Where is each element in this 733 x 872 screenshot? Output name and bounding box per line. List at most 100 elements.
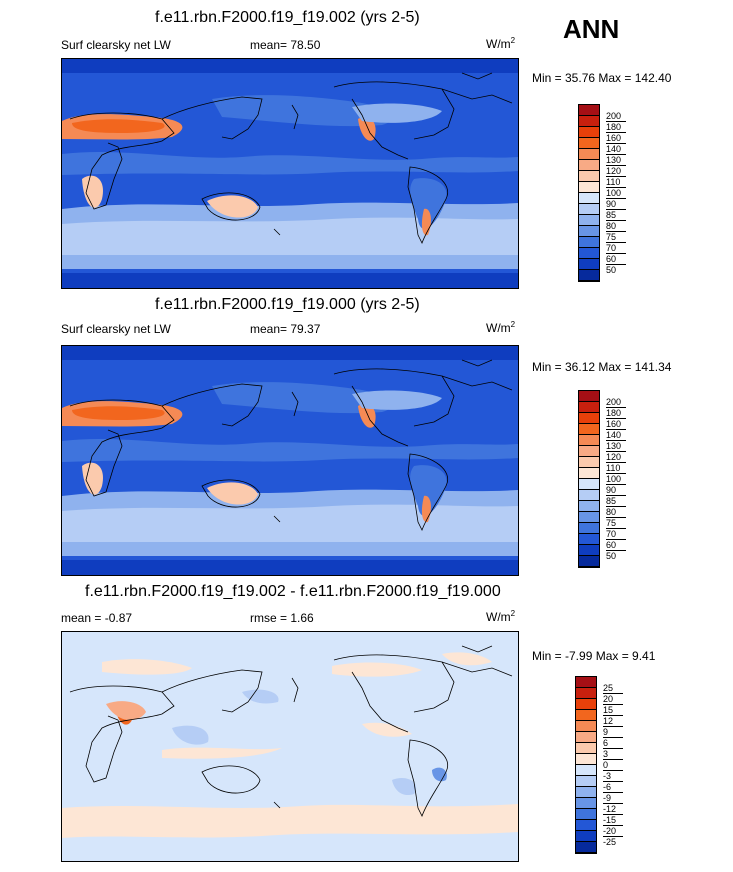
panel3-colorbar-swatch bbox=[576, 721, 596, 732]
panel3-colorbar-tick: -20 bbox=[603, 826, 623, 837]
panel2-colorbar: 200 180 160 140 130 120 110 100 90 85 80… bbox=[578, 390, 626, 568]
panel1-colorbar-tick: 60 bbox=[606, 254, 626, 265]
panel1-colorbar-swatch bbox=[579, 171, 599, 182]
panel2-colorbar-tick: 85 bbox=[606, 496, 626, 507]
panel1-colorbar-swatch bbox=[579, 259, 599, 270]
panel2-colorbar-swatch bbox=[579, 468, 599, 479]
panel2-colorbar-tick: 200 bbox=[606, 397, 626, 408]
panel2-colorbar-swatch bbox=[579, 545, 599, 556]
panel3-colorbar-tick: 0 bbox=[603, 760, 623, 771]
panel3-colorbar-tick: 3 bbox=[603, 749, 623, 760]
season-label: ANN bbox=[563, 14, 620, 44]
panel3-colorbar: 25 20 15 12 9 6 3 0 -3 -6 -9 -12 -15 -20… bbox=[575, 676, 623, 854]
panel3-colorbar-swatch bbox=[576, 743, 596, 754]
panel2-minmax: Min = 36.12 Max = 141.34 bbox=[532, 360, 672, 374]
panel1-mean-label: mean= 78.50 bbox=[250, 38, 321, 52]
panel2-colorbar-swatch bbox=[579, 457, 599, 468]
panel1-colorbar-tick: 160 bbox=[606, 133, 626, 144]
panel1-colorbar-swatch bbox=[579, 226, 599, 237]
panel2-colorbar-swatch bbox=[579, 534, 599, 545]
panel3-colorbar-tick: -3 bbox=[603, 771, 623, 782]
panel3-colorbar-tick: 12 bbox=[603, 716, 623, 727]
panel1-colorbar-tick: 75 bbox=[606, 232, 626, 243]
panel1-colorbar-tick: 130 bbox=[606, 155, 626, 166]
panel3-colorbar-swatch bbox=[576, 699, 596, 710]
panel3-colorbar-swatch bbox=[576, 831, 596, 842]
panel1-colorbar-tick: 140 bbox=[606, 144, 626, 155]
panel1-colorbar-swatch bbox=[579, 149, 599, 160]
panel3-colorbar-swatch bbox=[576, 798, 596, 809]
panel2-colorbar-swatch bbox=[579, 512, 599, 523]
panel3-colorbar-swatch bbox=[576, 710, 596, 721]
panel3-colorbar-tick: -9 bbox=[603, 793, 623, 804]
panel3-colorbar-tick: -25 bbox=[603, 837, 617, 847]
panel2-colorbar-tick: 50 bbox=[606, 551, 617, 561]
panel2-colorbar-tick: 180 bbox=[606, 408, 626, 419]
panel2-colorbar-swatch bbox=[579, 402, 599, 413]
panel1-colorbar-swatch bbox=[579, 160, 599, 171]
panel2-mean-label: mean= 79.37 bbox=[250, 322, 321, 336]
panel2-colorbar-swatch bbox=[579, 501, 599, 512]
panel3-minmax: Min = -7.99 Max = 9.41 bbox=[532, 649, 656, 663]
panel3-colorbar-tick: -6 bbox=[603, 782, 623, 793]
panel2-colorbar-tick: 140 bbox=[606, 430, 626, 441]
panel3-colorbar-swatch bbox=[576, 809, 596, 820]
panel1-colorbar-swatch bbox=[579, 237, 599, 248]
panel2-colorbar-tick: 60 bbox=[606, 540, 626, 551]
panel1-title: f.e11.rbn.F2000.f19_f19.002 (yrs 2-5) bbox=[155, 9, 420, 26]
panel2-colorbar-tick: 80 bbox=[606, 507, 626, 518]
panel3-colorbar-tick: 6 bbox=[603, 738, 623, 749]
panel2-colorbar-tick: 160 bbox=[606, 419, 626, 430]
panel2-colorbar-swatch bbox=[579, 523, 599, 534]
panel2-title: f.e11.rbn.F2000.f19_f19.000 (yrs 2-5) bbox=[155, 296, 420, 313]
panel3-colorbar-swatch bbox=[576, 820, 596, 831]
panel1-colorbar-tick: 120 bbox=[606, 166, 626, 177]
panel2-map bbox=[61, 345, 519, 576]
panel1-units: W/m2 bbox=[486, 36, 516, 51]
panel3-title: f.e11.rbn.F2000.f19_f19.002 - f.e11.rbn.… bbox=[85, 583, 501, 600]
panel1-colorbar-tick: 90 bbox=[606, 199, 626, 210]
panel1-colorbar-tick: 100 bbox=[606, 188, 626, 199]
panel2-variable-label: Surf clearsky net LW bbox=[61, 322, 171, 336]
panel3-rmse-label: rmse = 1.66 bbox=[250, 611, 314, 625]
panel2-colorbar-tick: 75 bbox=[606, 518, 626, 529]
panel1-colorbar-swatch bbox=[579, 248, 599, 259]
panel3-colorbar-swatch bbox=[576, 754, 596, 765]
panel3-map bbox=[61, 631, 519, 862]
panel2-colorbar-swatch bbox=[579, 446, 599, 457]
panel3-colorbar-swatch bbox=[576, 688, 596, 699]
panel1-colorbar-swatch bbox=[579, 138, 599, 149]
panel3-colorbar-tick: 25 bbox=[603, 683, 623, 694]
panel2-colorbar-swatch bbox=[579, 424, 599, 435]
panel3-colorbar-tick: -12 bbox=[603, 804, 623, 815]
panel2-colorbar-swatch bbox=[579, 479, 599, 490]
panel1-colorbar-tick: 110 bbox=[606, 177, 626, 188]
panel1-colorbar-swatch bbox=[579, 193, 599, 204]
panel2-colorbar-swatch bbox=[579, 490, 599, 501]
panel1-map bbox=[61, 58, 519, 289]
panel1-colorbar-tick: 50 bbox=[606, 265, 617, 275]
panel1-colorbar-tick: 180 bbox=[606, 122, 626, 133]
panel1-colorbar-tick: 85 bbox=[606, 210, 626, 221]
panel1-colorbar-swatch bbox=[579, 215, 599, 226]
panel3-colorbar-swatch bbox=[576, 765, 596, 776]
panel2-colorbar-swatch bbox=[579, 556, 599, 567]
panel1-minmax: Min = 35.76 Max = 142.40 bbox=[532, 71, 672, 85]
panel1-colorbar-swatch bbox=[579, 105, 599, 116]
panel1-colorbar-swatch bbox=[579, 116, 599, 127]
panel1-colorbar-swatch bbox=[579, 204, 599, 215]
panel2-colorbar-swatch bbox=[579, 413, 599, 424]
panel3-colorbar-tick: -15 bbox=[603, 815, 623, 826]
panel2-colorbar-tick: 90 bbox=[606, 485, 626, 496]
panel1-colorbar: 200 180 160 140 130 120 110 100 90 85 80… bbox=[578, 104, 626, 282]
panel3-colorbar-tick: 9 bbox=[603, 727, 623, 738]
panel2-units: W/m2 bbox=[486, 320, 516, 335]
panel2-colorbar-tick: 70 bbox=[606, 529, 626, 540]
panel1-colorbar-swatch bbox=[579, 270, 599, 281]
panel3-mean-label: mean = -0.87 bbox=[61, 611, 133, 625]
panel2-colorbar-tick: 100 bbox=[606, 474, 626, 485]
panel3-colorbar-tick: 20 bbox=[603, 694, 623, 705]
panel3-colorbar-swatch bbox=[576, 732, 596, 743]
panel3-colorbar-swatch bbox=[576, 842, 596, 853]
panel2-colorbar-tick: 110 bbox=[606, 463, 626, 474]
